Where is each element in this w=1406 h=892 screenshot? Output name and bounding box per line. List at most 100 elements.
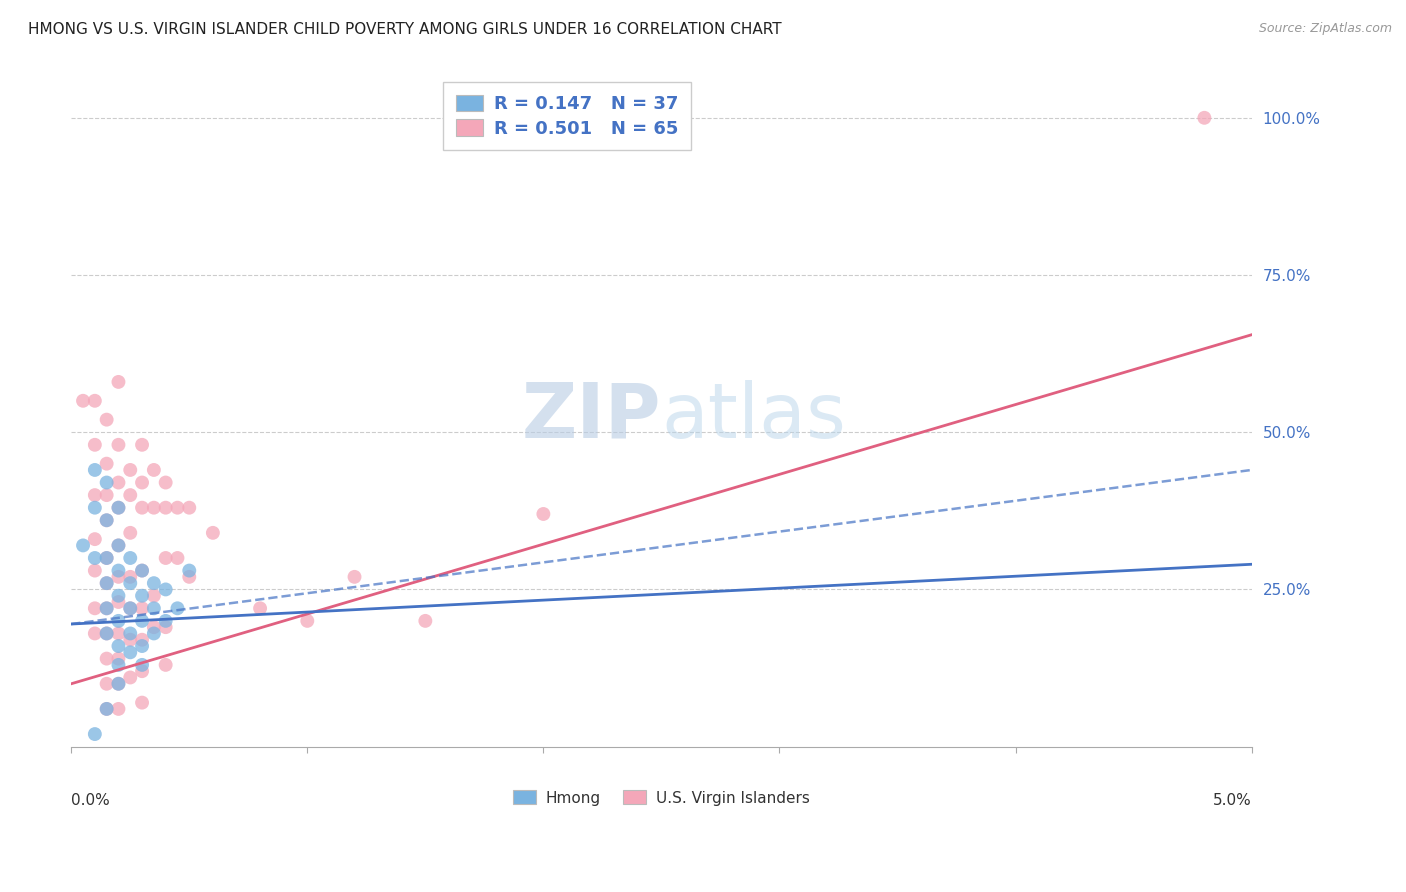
Point — [120, 626, 142, 640]
Point — [83, 727, 105, 741]
Point — [107, 538, 129, 552]
Point — [107, 677, 129, 691]
Point — [72, 538, 94, 552]
Point — [107, 375, 129, 389]
Point — [107, 475, 129, 490]
Point — [96, 412, 118, 426]
Point — [120, 488, 142, 502]
Point — [83, 393, 105, 408]
Point — [131, 564, 153, 578]
Point — [179, 564, 201, 578]
Point — [131, 438, 153, 452]
Point — [96, 702, 118, 716]
Point — [96, 551, 118, 566]
Point — [96, 551, 118, 566]
Point — [83, 626, 105, 640]
Point — [107, 595, 129, 609]
Point — [96, 677, 118, 691]
Point — [96, 513, 118, 527]
Point — [96, 626, 118, 640]
Point — [96, 626, 118, 640]
Point — [155, 614, 177, 628]
Point — [107, 651, 129, 665]
Text: 5.0%: 5.0% — [1213, 793, 1251, 808]
Text: Source: ZipAtlas.com: Source: ZipAtlas.com — [1258, 22, 1392, 36]
Point — [155, 582, 177, 597]
Point — [142, 576, 165, 591]
Point — [96, 651, 118, 665]
Point — [201, 525, 224, 540]
Point — [142, 463, 165, 477]
Point — [107, 702, 129, 716]
Point — [131, 664, 153, 678]
Point — [142, 500, 165, 515]
Point — [96, 702, 118, 716]
Point — [249, 601, 271, 615]
Point — [166, 601, 188, 615]
Point — [120, 525, 142, 540]
Point — [83, 488, 105, 502]
Point — [72, 393, 94, 408]
Point — [131, 657, 153, 672]
Point — [107, 614, 129, 628]
Point — [120, 601, 142, 615]
Point — [120, 551, 142, 566]
Point — [83, 564, 105, 578]
Point — [107, 538, 129, 552]
Point — [142, 626, 165, 640]
Point — [107, 564, 129, 578]
Point — [142, 620, 165, 634]
Point — [155, 620, 177, 634]
Point — [96, 601, 118, 615]
Point — [179, 570, 201, 584]
Point — [107, 589, 129, 603]
Point — [131, 500, 153, 515]
Legend: Hmong, U.S. Virgin Islanders: Hmong, U.S. Virgin Islanders — [508, 784, 815, 812]
Point — [531, 507, 554, 521]
Point — [107, 626, 129, 640]
Text: atlas: atlas — [661, 379, 846, 453]
Point — [131, 696, 153, 710]
Point — [343, 570, 366, 584]
Point — [107, 500, 129, 515]
Point — [120, 645, 142, 659]
Point — [131, 564, 153, 578]
Point — [107, 438, 129, 452]
Point — [96, 601, 118, 615]
Point — [1194, 111, 1216, 125]
Point — [142, 601, 165, 615]
Point — [96, 457, 118, 471]
Point — [131, 614, 153, 628]
Point — [131, 639, 153, 653]
Text: HMONG VS U.S. VIRGIN ISLANDER CHILD POVERTY AMONG GIRLS UNDER 16 CORRELATION CHA: HMONG VS U.S. VIRGIN ISLANDER CHILD POVE… — [28, 22, 782, 37]
Point — [83, 601, 105, 615]
Point — [131, 632, 153, 647]
Point — [166, 551, 188, 566]
Point — [107, 500, 129, 515]
Point — [120, 576, 142, 591]
Text: 0.0%: 0.0% — [72, 793, 110, 808]
Point — [83, 551, 105, 566]
Text: ZIP: ZIP — [522, 379, 661, 453]
Point — [83, 438, 105, 452]
Point — [131, 601, 153, 615]
Point — [166, 500, 188, 515]
Point — [107, 570, 129, 584]
Point — [96, 576, 118, 591]
Y-axis label: Child Poverty Among Girls Under 16: Child Poverty Among Girls Under 16 — [0, 279, 7, 554]
Point — [131, 589, 153, 603]
Point — [415, 614, 437, 628]
Point — [120, 463, 142, 477]
Point — [83, 500, 105, 515]
Point — [120, 570, 142, 584]
Point — [96, 475, 118, 490]
Point — [107, 677, 129, 691]
Point — [120, 601, 142, 615]
Point — [297, 614, 319, 628]
Point — [96, 513, 118, 527]
Point — [120, 632, 142, 647]
Point — [107, 639, 129, 653]
Point — [155, 475, 177, 490]
Point — [155, 500, 177, 515]
Point — [96, 488, 118, 502]
